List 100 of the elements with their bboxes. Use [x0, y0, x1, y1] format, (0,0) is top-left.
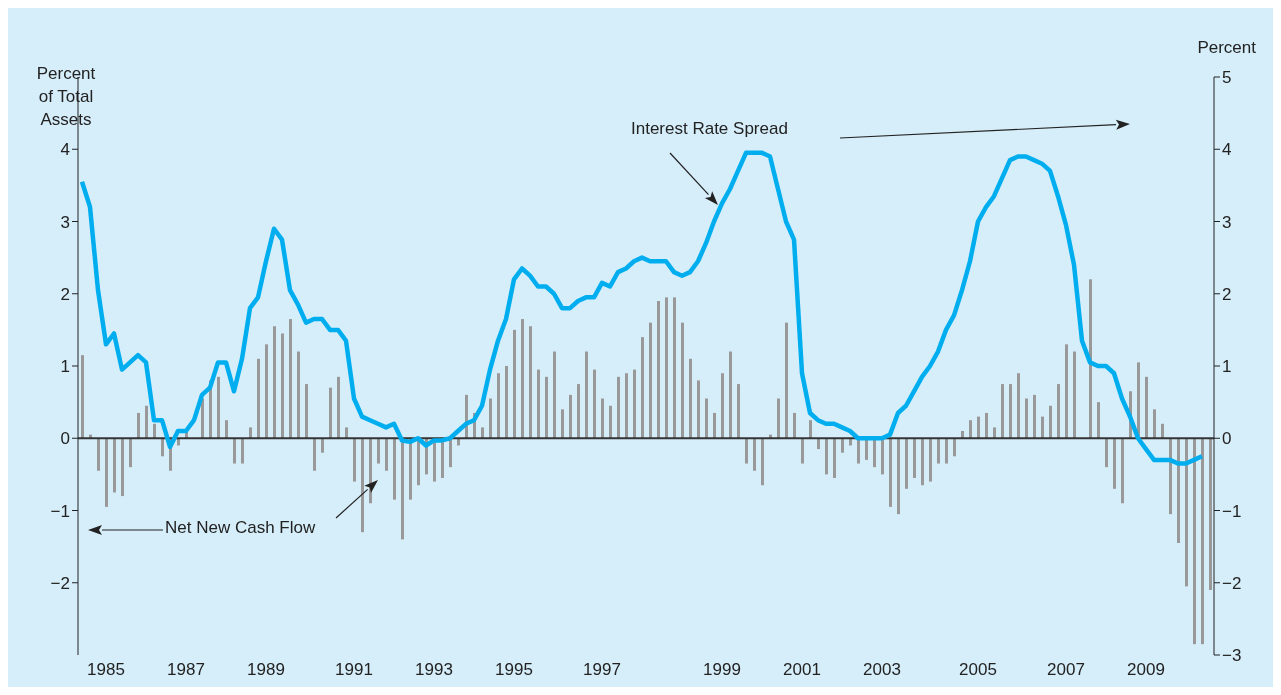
bar	[1145, 376, 1148, 439]
bar	[881, 438, 884, 475]
bar	[1113, 438, 1116, 489]
y2-axis-title: Percent	[1196, 38, 1256, 58]
bar	[377, 438, 380, 464]
bar	[345, 427, 348, 439]
x-tick-label: 2007	[1047, 660, 1085, 680]
bar	[537, 369, 540, 439]
y-tick-label: 2	[60, 284, 70, 304]
bar	[945, 438, 948, 464]
bar	[953, 438, 956, 457]
bar	[1089, 279, 1092, 439]
bar	[1057, 384, 1060, 439]
bar	[281, 333, 284, 439]
bar	[161, 438, 164, 457]
bar	[841, 438, 844, 453]
y-tick-label: 3	[60, 212, 70, 232]
bar	[897, 438, 900, 515]
y2-tick-label: −2	[1222, 573, 1242, 593]
bar	[697, 380, 700, 439]
x-tick-label: 2003	[863, 660, 901, 680]
bar	[689, 358, 692, 439]
y-tick-label: 0	[60, 429, 70, 449]
bar	[569, 394, 572, 439]
bar	[633, 369, 636, 439]
y-tick-label: −1	[50, 501, 70, 521]
y-tick-label: 1	[60, 357, 70, 377]
bar	[265, 344, 268, 439]
bar	[553, 351, 556, 439]
bar	[809, 420, 812, 439]
bar	[217, 376, 220, 439]
x-tick-label: 2001	[783, 660, 821, 680]
bar	[129, 438, 132, 468]
bar	[145, 405, 148, 439]
bar	[353, 438, 356, 482]
bar	[1169, 438, 1172, 515]
x-tick-label: 1989	[247, 660, 285, 680]
bar	[521, 319, 524, 439]
y-tick-label: −2	[50, 573, 70, 593]
bar	[625, 373, 628, 439]
bar	[1073, 351, 1076, 439]
x-tick-label: 2005	[959, 660, 997, 680]
bar	[609, 405, 612, 439]
bar	[545, 376, 548, 439]
y2-tick-label: 2	[1222, 284, 1232, 304]
bar	[737, 384, 740, 439]
series-label: Interest Rate Spread	[631, 119, 788, 139]
x-tick-label: 1985	[87, 660, 125, 680]
x-tick-label: 1993	[415, 660, 453, 680]
line-series	[79, 150, 1205, 466]
x-tick-label: 1987	[167, 660, 205, 680]
bar	[97, 438, 100, 471]
bar	[385, 438, 388, 471]
bar	[1201, 438, 1204, 645]
bar	[665, 297, 668, 439]
bar	[913, 438, 916, 478]
bar	[657, 300, 660, 439]
bar	[449, 438, 452, 468]
bar	[753, 438, 756, 471]
bar	[273, 326, 276, 439]
y2-tick-label: 5	[1222, 68, 1232, 88]
bar	[713, 412, 716, 439]
bar	[921, 438, 924, 486]
x-tick-label: 2009	[1127, 660, 1165, 680]
y-tick-label: 4	[60, 140, 70, 160]
y2-tick-label: 3	[1222, 212, 1232, 232]
bar	[417, 438, 420, 486]
bar	[681, 322, 684, 439]
bar	[905, 438, 908, 489]
bar	[601, 398, 604, 439]
bar	[1209, 438, 1212, 590]
bar	[137, 412, 140, 439]
bar	[1041, 416, 1044, 439]
x-tick-label: 1995	[495, 660, 533, 680]
y2-tick-label: 1	[1222, 357, 1232, 377]
bar	[585, 351, 588, 439]
bar	[617, 376, 620, 439]
bar	[729, 351, 732, 439]
bar	[985, 412, 988, 439]
x-tick-label: 1999	[703, 660, 741, 680]
bar	[977, 416, 980, 439]
bar	[649, 322, 652, 439]
bar	[497, 373, 500, 439]
bar	[889, 438, 892, 507]
bar	[241, 438, 244, 464]
bar	[1049, 405, 1052, 439]
bar	[1105, 438, 1108, 468]
y2-tick-label: 4	[1222, 140, 1232, 160]
bar	[1025, 398, 1028, 439]
bar	[1161, 423, 1164, 439]
bar	[1185, 438, 1188, 587]
text: Net New Cash Flow	[165, 518, 316, 538]
bar	[225, 420, 228, 439]
bar	[721, 373, 724, 439]
x-tick-label: 1991	[335, 660, 373, 680]
bar	[641, 337, 644, 439]
bar	[745, 438, 748, 464]
bar	[1177, 438, 1180, 544]
bar	[297, 351, 300, 439]
bar	[1121, 438, 1124, 504]
